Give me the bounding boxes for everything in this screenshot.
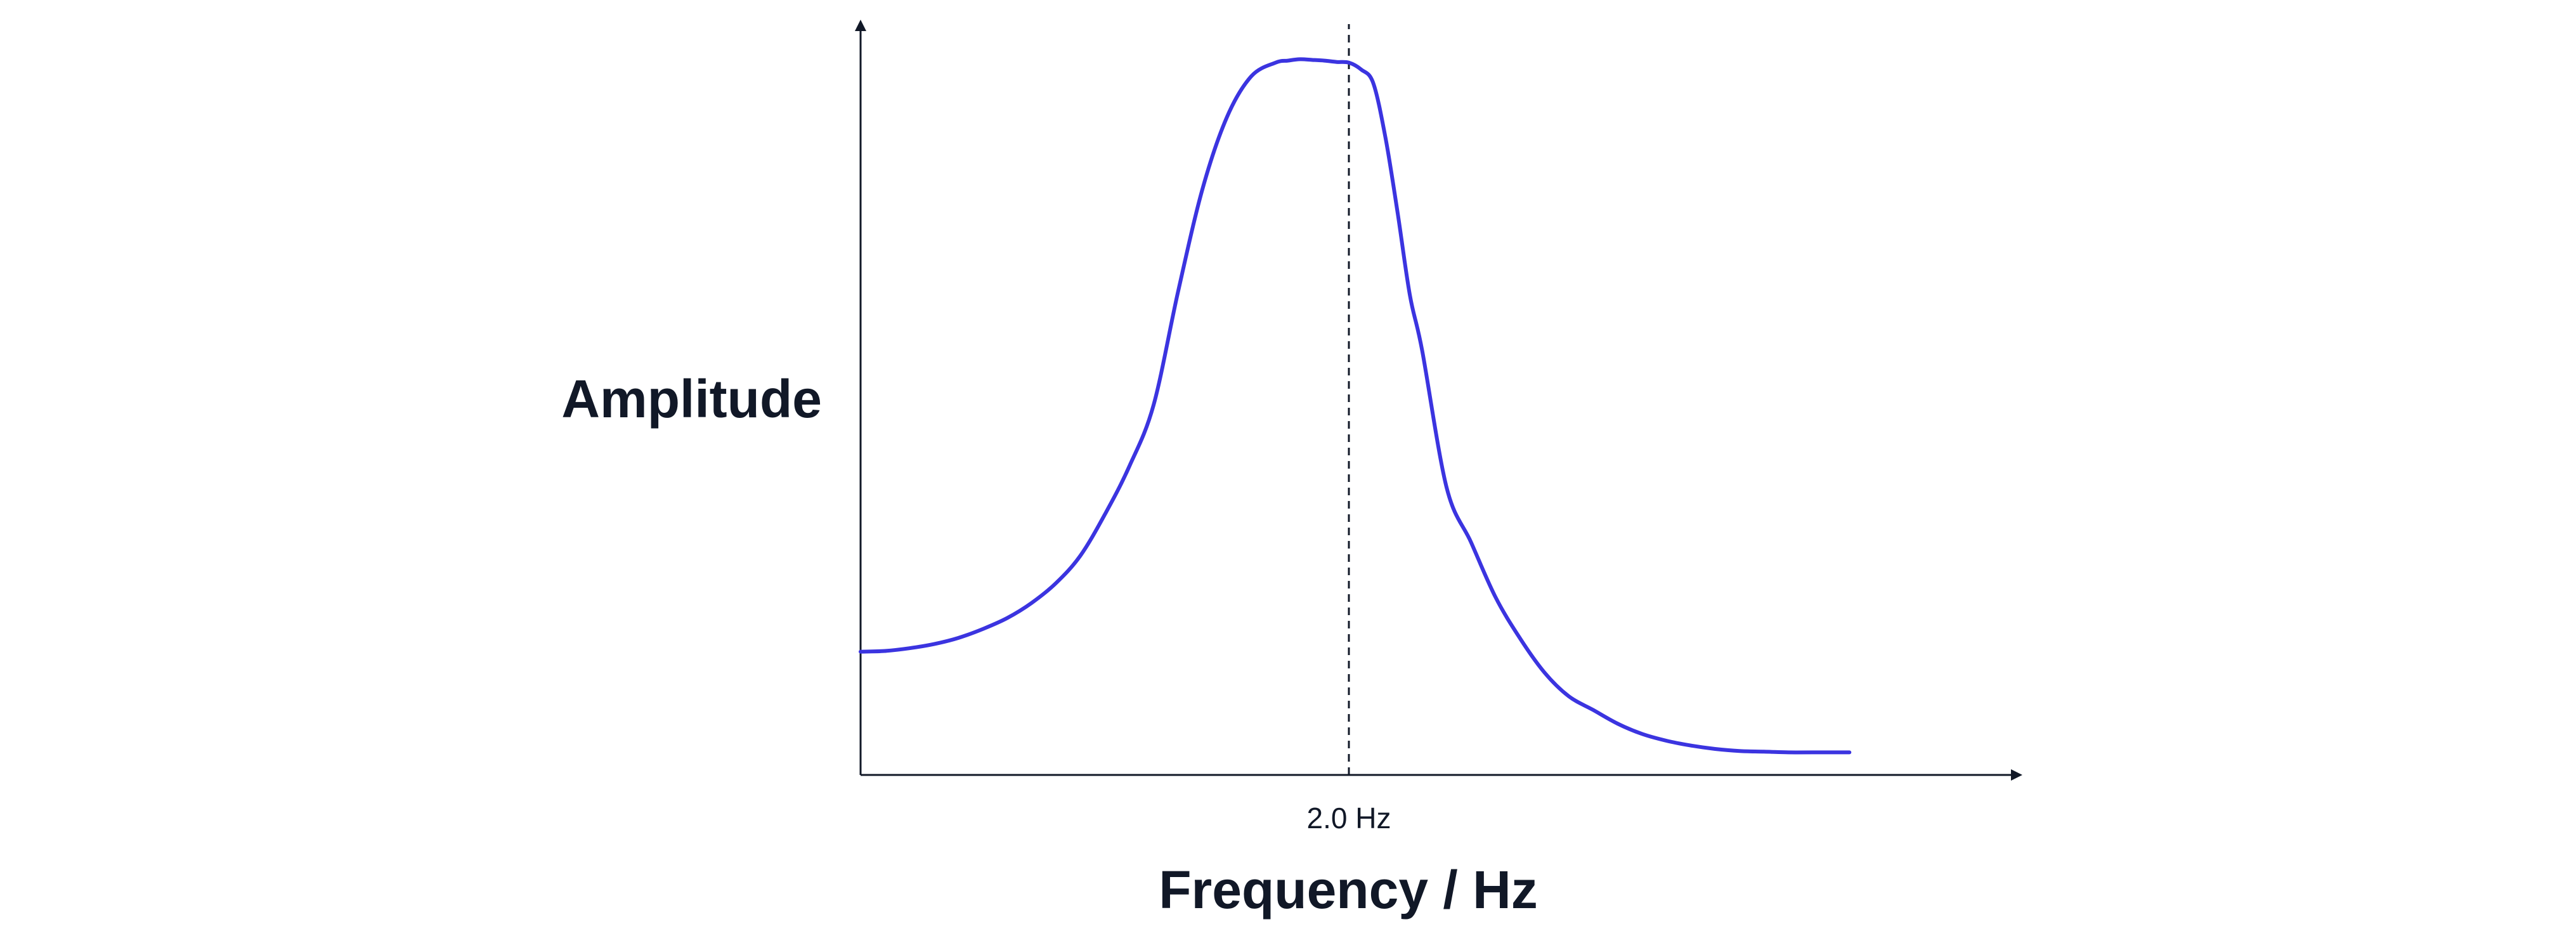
amplitude-curve bbox=[859, 57, 1852, 755]
x-axis-title: Frequency / Hz bbox=[1159, 860, 1537, 920]
x-tick-label-resonance: 2.0 Hz bbox=[1307, 802, 1391, 835]
y-axis-title: Amplitude bbox=[561, 369, 822, 429]
